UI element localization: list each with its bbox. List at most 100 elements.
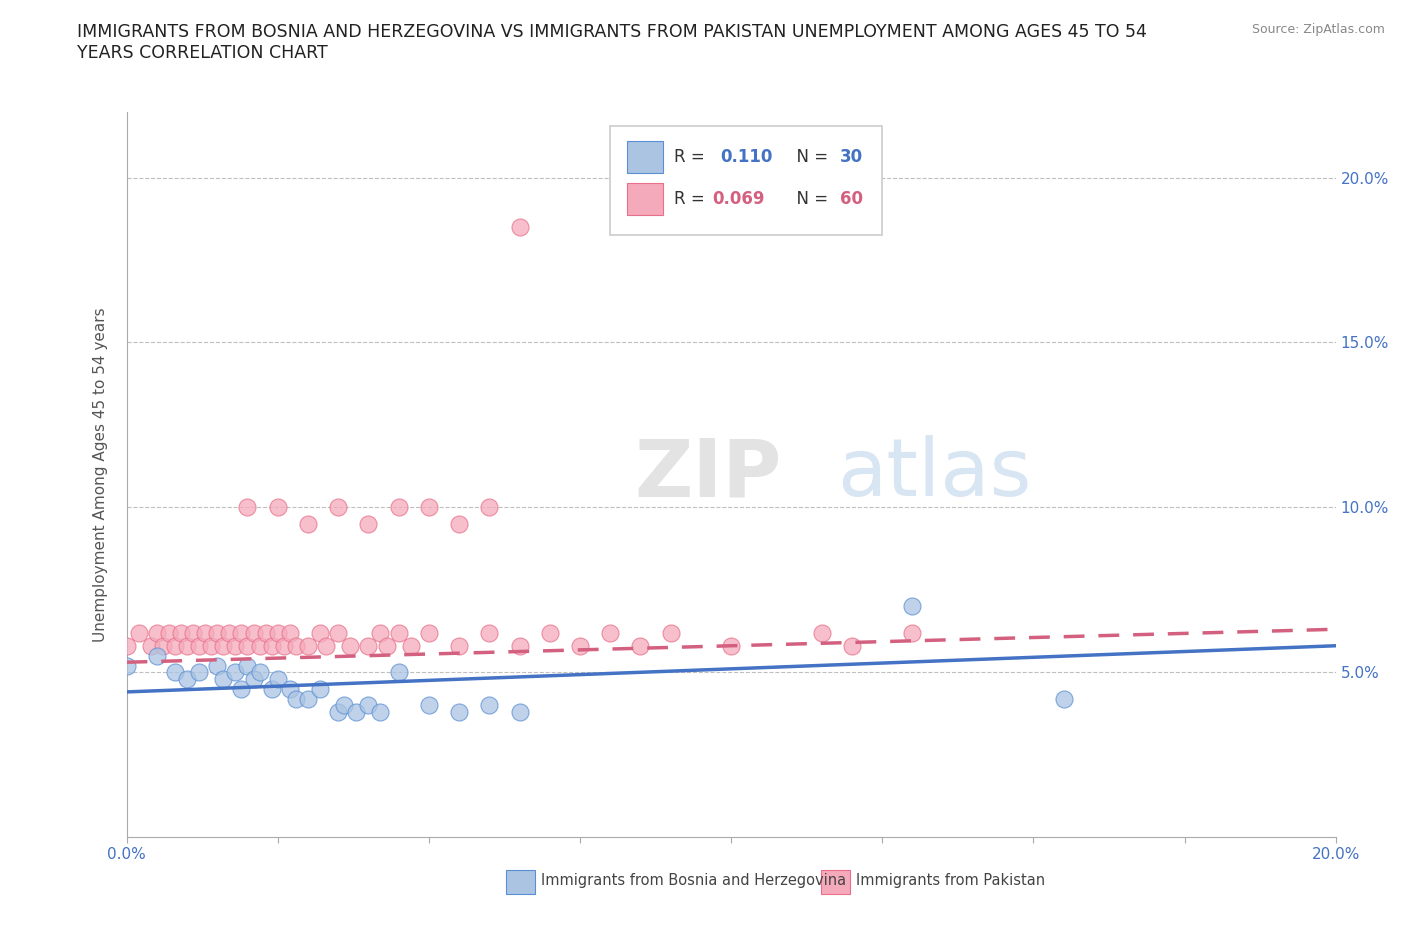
Point <box>370 625 392 640</box>
Point <box>249 638 271 653</box>
Point <box>344 704 367 719</box>
Point <box>278 681 301 696</box>
Point <box>599 625 621 640</box>
Point <box>309 681 332 696</box>
Point <box>205 658 228 673</box>
Point <box>212 671 235 686</box>
Point <box>194 625 217 640</box>
Point <box>181 625 204 640</box>
Text: Immigrants from Bosnia and Herzegovina: Immigrants from Bosnia and Herzegovina <box>541 873 846 888</box>
Point <box>152 638 174 653</box>
Point <box>447 516 470 531</box>
Point <box>901 599 924 614</box>
Point <box>370 704 392 719</box>
Point <box>357 516 380 531</box>
Point <box>630 638 652 653</box>
Point <box>810 625 832 640</box>
Point <box>399 638 422 653</box>
Point <box>260 681 283 696</box>
Text: 0.069: 0.069 <box>711 190 765 207</box>
Text: atlas: atlas <box>838 435 1032 513</box>
Text: Immigrants from Pakistan: Immigrants from Pakistan <box>856 873 1045 888</box>
Point <box>231 681 253 696</box>
Point <box>236 499 259 514</box>
FancyBboxPatch shape <box>610 126 883 235</box>
Point <box>146 648 169 663</box>
Point <box>115 658 138 673</box>
Point <box>218 625 240 640</box>
Text: ZIP: ZIP <box>634 435 782 513</box>
Point <box>242 671 264 686</box>
Point <box>267 625 290 640</box>
Point <box>388 625 411 640</box>
Point <box>333 698 356 712</box>
Point <box>339 638 361 653</box>
Point <box>212 638 235 653</box>
Point <box>249 665 271 680</box>
Point <box>297 516 319 531</box>
Point <box>509 219 531 234</box>
Point <box>254 625 277 640</box>
Point <box>273 638 295 653</box>
Text: R =: R = <box>675 190 710 207</box>
Point <box>224 665 246 680</box>
Point <box>284 691 307 706</box>
Point <box>478 698 501 712</box>
Point <box>478 625 501 640</box>
Point <box>315 638 337 653</box>
Point <box>163 665 186 680</box>
Point <box>901 625 924 640</box>
Text: 30: 30 <box>839 148 863 166</box>
FancyBboxPatch shape <box>821 870 849 895</box>
Point <box>163 638 186 653</box>
Point <box>236 638 259 653</box>
FancyBboxPatch shape <box>506 870 536 895</box>
Point <box>375 638 398 653</box>
Point <box>478 499 501 514</box>
Point <box>188 638 211 653</box>
Point <box>267 671 290 686</box>
Text: 60: 60 <box>839 190 863 207</box>
Point <box>1053 691 1076 706</box>
Point <box>388 665 411 680</box>
Point <box>357 698 380 712</box>
Point <box>297 691 319 706</box>
Point <box>357 638 380 653</box>
Point <box>418 625 440 640</box>
Point <box>200 638 222 653</box>
Point <box>447 704 470 719</box>
Point <box>538 625 561 640</box>
Point <box>224 638 246 653</box>
Point <box>188 665 211 680</box>
Point <box>841 638 863 653</box>
Point <box>568 638 592 653</box>
Text: N =: N = <box>786 148 832 166</box>
Point <box>720 638 742 653</box>
Text: R =: R = <box>675 148 716 166</box>
Point <box>176 638 198 653</box>
Point <box>418 499 440 514</box>
Point <box>326 704 350 719</box>
Point <box>509 638 531 653</box>
Point <box>242 625 264 640</box>
Point <box>128 625 150 640</box>
Point <box>205 625 228 640</box>
Point <box>326 499 350 514</box>
Point <box>236 658 259 673</box>
Point <box>388 499 411 514</box>
Point <box>297 638 319 653</box>
Point <box>418 698 440 712</box>
Point <box>157 625 180 640</box>
Point <box>278 625 301 640</box>
Point <box>284 638 307 653</box>
Point <box>509 704 531 719</box>
Text: 0.110: 0.110 <box>720 148 773 166</box>
Text: IMMIGRANTS FROM BOSNIA AND HERZEGOVINA VS IMMIGRANTS FROM PAKISTAN UNEMPLOYMENT : IMMIGRANTS FROM BOSNIA AND HERZEGOVINA V… <box>77 23 1147 62</box>
Y-axis label: Unemployment Among Ages 45 to 54 years: Unemployment Among Ages 45 to 54 years <box>93 307 108 642</box>
Point <box>231 625 253 640</box>
Point <box>146 625 169 640</box>
Point <box>326 625 350 640</box>
Point <box>115 638 138 653</box>
Point <box>447 638 470 653</box>
Text: N =: N = <box>786 190 832 207</box>
